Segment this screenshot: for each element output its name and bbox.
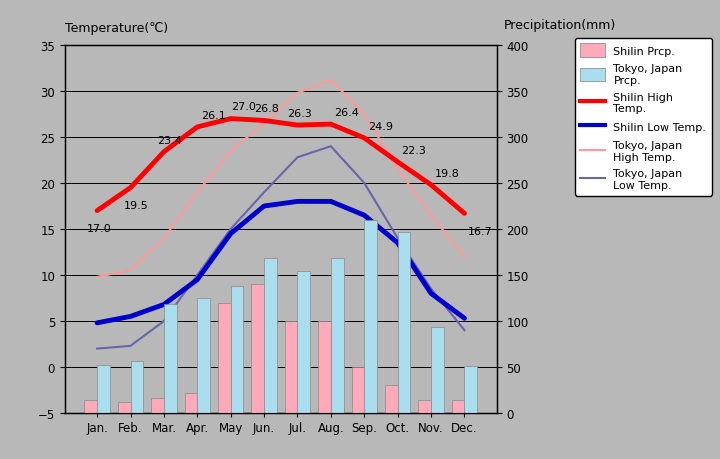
Text: 24.9: 24.9	[368, 122, 392, 131]
Text: 26.4: 26.4	[334, 108, 359, 118]
Bar	[331, 259, 343, 413]
Text: 17.0: 17.0	[87, 224, 112, 233]
Legend: Shilin Prcp., Tokyo, Japan
Prcp., Shilin High
Temp., Shilin Low Temp., Tokyo, Ja: Shilin Prcp., Tokyo, Japan Prcp., Shilin…	[575, 39, 712, 196]
Text: 26.3: 26.3	[287, 109, 312, 118]
Bar	[118, 402, 130, 413]
Text: 26.1: 26.1	[201, 111, 225, 120]
Bar	[397, 232, 410, 413]
Text: 27.0: 27.0	[230, 102, 256, 112]
Bar	[351, 367, 364, 413]
Bar	[285, 321, 297, 413]
Text: 19.8: 19.8	[434, 168, 459, 178]
Text: Precipitation(mm): Precipitation(mm)	[504, 19, 616, 32]
Bar	[251, 285, 264, 413]
Bar	[418, 400, 431, 413]
Bar	[264, 259, 276, 413]
Bar	[230, 286, 243, 413]
Bar	[431, 328, 444, 413]
Text: 16.7: 16.7	[468, 226, 492, 236]
Text: Temperature(℃): Temperature(℃)	[65, 22, 168, 35]
Bar	[318, 321, 331, 413]
Bar	[130, 362, 143, 413]
Bar	[451, 400, 464, 413]
Bar	[151, 398, 164, 413]
Bar	[218, 303, 230, 413]
Bar	[297, 272, 310, 413]
Text: 22.3: 22.3	[401, 146, 426, 155]
Text: 23.4: 23.4	[157, 135, 182, 145]
Text: 19.5: 19.5	[124, 201, 148, 210]
Bar	[364, 220, 377, 413]
Bar	[385, 386, 397, 413]
Bar	[97, 365, 110, 413]
Bar	[184, 393, 197, 413]
Bar	[164, 305, 176, 413]
Bar	[84, 400, 97, 413]
Bar	[464, 366, 477, 413]
Text: 26.8: 26.8	[254, 104, 279, 114]
Bar	[197, 298, 210, 413]
